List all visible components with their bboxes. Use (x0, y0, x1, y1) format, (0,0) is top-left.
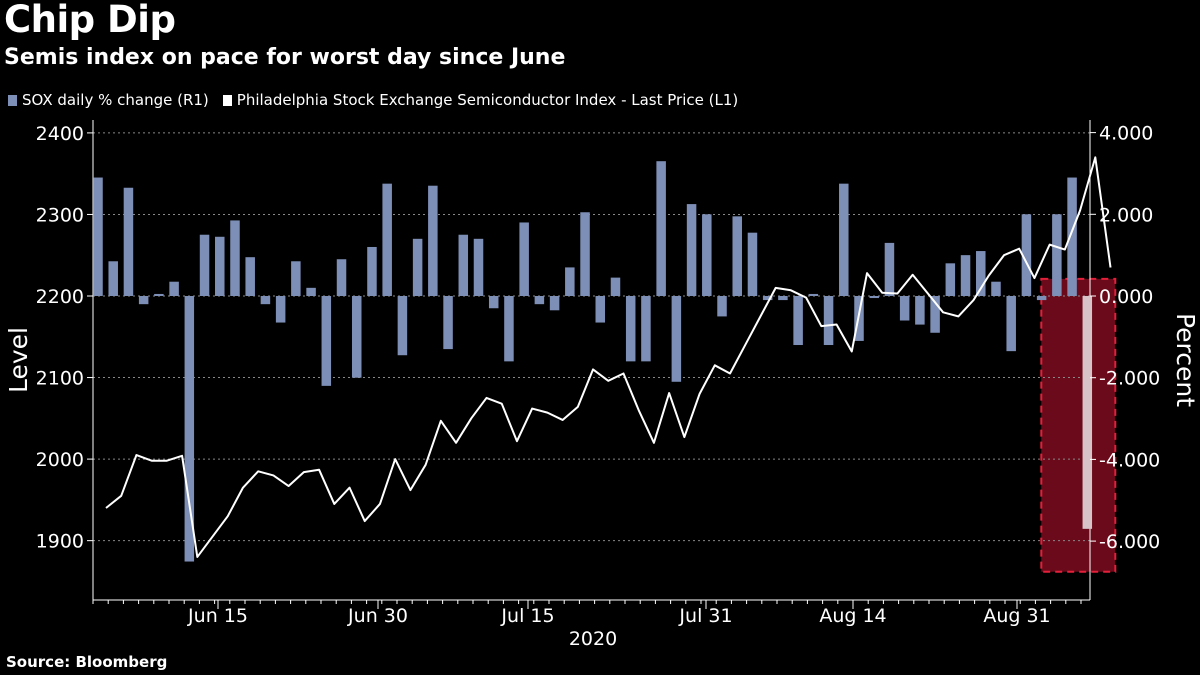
legend-label-bars: SOX daily % change (R1) (22, 91, 209, 109)
bar-53 (899, 296, 910, 321)
right-tick-label-1: 2.000 (1099, 204, 1153, 226)
bar-6 (184, 296, 195, 562)
x-tick-label-0: Jun 15 (187, 605, 248, 627)
bar-34 (610, 277, 621, 296)
bar-32 (580, 212, 590, 296)
left-tick-label-3: 2100 (36, 368, 84, 390)
left-axis-title: Level (4, 327, 33, 393)
legend-label-line: Philadelphia Stock Exchange Semiconducto… (236, 91, 739, 109)
x-tick-label-1: Jun 30 (347, 605, 408, 627)
source-note: Source: Bloomberg (6, 653, 168, 671)
bar-33 (595, 296, 606, 323)
bar-22 (428, 185, 438, 296)
bar-25 (473, 238, 484, 296)
x-tick-label-4: Aug 14 (819, 605, 886, 627)
bar-39 (686, 204, 697, 296)
bar-55 (930, 296, 940, 333)
chart-title: Chip Dip (4, 0, 176, 41)
bar-18 (367, 246, 377, 296)
legend: SOX daily % change (R1) Philadelphia Sto… (8, 91, 752, 109)
legend-swatch-line (222, 94, 232, 106)
bar-59 (991, 281, 1001, 296)
left-tick-label-1: 2300 (36, 204, 84, 226)
bar-65 (1082, 296, 1093, 529)
bar-31 (565, 267, 575, 296)
legend-swatch-bar (8, 94, 17, 106)
bar-20 (397, 296, 408, 356)
bar-41 (717, 296, 727, 317)
right-tick-label-5: -6.000 (1099, 531, 1160, 553)
bar-1 (108, 261, 118, 296)
bar-43 (747, 232, 758, 296)
bar-21 (412, 238, 423, 296)
bar-9 (230, 220, 240, 296)
bar-23 (443, 296, 453, 350)
highlight-box (1040, 277, 1117, 573)
bar-52 (884, 242, 895, 296)
chart-subtitle: Semis index on pace for worst day since … (4, 45, 566, 70)
x-year-label: 2020 (569, 628, 617, 650)
bar-40 (702, 214, 712, 296)
right-tick-label-0: 4.000 (1099, 123, 1153, 145)
bar-2 (123, 187, 134, 296)
bar-16 (336, 259, 347, 296)
bar-56 (945, 263, 956, 296)
bar-38 (671, 296, 682, 382)
bar-57 (960, 255, 971, 296)
bar-27 (504, 296, 514, 362)
left-tick-label-5: 1900 (36, 531, 84, 553)
index-line (105, 156, 1112, 558)
bar-63 (1052, 214, 1062, 296)
bar-51 (869, 296, 879, 299)
x-tick-label-3: Jul 31 (678, 605, 732, 627)
bar-36 (641, 296, 651, 362)
bar-61 (1021, 214, 1032, 296)
right-tick-label-4: -4.000 (1099, 449, 1160, 471)
bar-37 (656, 161, 666, 296)
bar-19 (382, 183, 392, 296)
right-tick-label-2: 0.000 (1099, 286, 1153, 308)
bar-46 (793, 296, 803, 346)
bar-35 (625, 296, 636, 362)
bar-30 (549, 296, 560, 311)
bar-12 (275, 296, 286, 323)
bar-62 (1036, 296, 1047, 301)
left-tick-label-0: 2400 (36, 123, 84, 145)
bar-47 (808, 293, 819, 296)
bar-8 (215, 236, 225, 296)
bar-49 (839, 183, 849, 296)
bar-11 (260, 296, 271, 305)
left-tick-label-4: 2000 (36, 449, 84, 471)
bar-45 (778, 296, 788, 301)
bar-48 (823, 296, 834, 346)
bar-10 (245, 257, 255, 296)
bar-58 (976, 251, 986, 296)
bar-42 (732, 216, 742, 296)
right-axis-title: Percent (1171, 313, 1200, 407)
x-tick-label-2: Jul 15 (500, 605, 554, 627)
bar-24 (458, 234, 469, 296)
bar-54 (915, 296, 925, 325)
bar-17 (351, 296, 362, 378)
bar-64 (1067, 177, 1077, 296)
left-tick-label-2: 2200 (36, 286, 84, 308)
right-tick-label-3: -2.000 (1099, 368, 1160, 390)
bar-0 (93, 177, 103, 296)
bar-15 (321, 296, 332, 386)
legend-item-bars: SOX daily % change (R1) (8, 91, 209, 109)
bar-26 (488, 296, 499, 309)
bar-7 (199, 234, 210, 296)
bar-4 (154, 293, 164, 296)
bar-28 (519, 222, 529, 296)
bar-13 (291, 261, 301, 296)
bar-5 (169, 281, 179, 296)
bar-44 (762, 296, 773, 301)
x-tick-label-5: Aug 31 (983, 605, 1050, 627)
bar-3 (138, 296, 149, 305)
bar-60 (1006, 296, 1016, 352)
bar-14 (306, 287, 316, 296)
legend-item-line: Philadelphia Stock Exchange Semiconducto… (222, 91, 739, 109)
bar-29 (534, 296, 545, 305)
